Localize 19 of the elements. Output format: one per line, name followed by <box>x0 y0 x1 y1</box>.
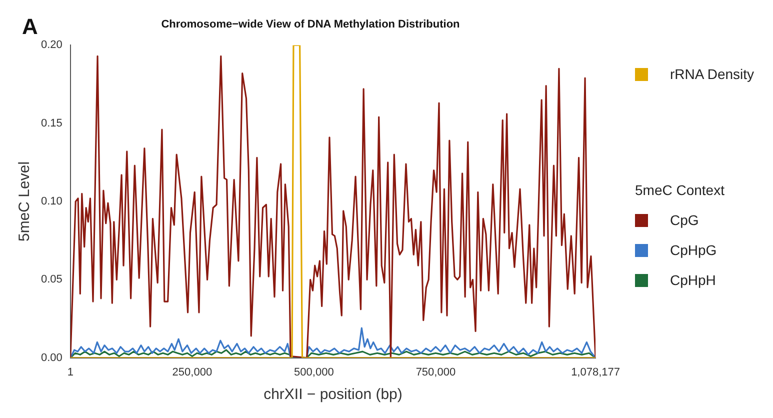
y-tick-label: 0.00 <box>40 352 62 364</box>
x-tick-label: 500,000 <box>294 366 334 378</box>
y-axis-title: 5meC Level <box>16 161 34 242</box>
x-tick-label: 750,000 <box>416 366 456 378</box>
chart-title: Chromosome−wide View of DNA Methylation Distribution <box>161 18 460 31</box>
x-tick-label: 250,000 <box>172 366 212 378</box>
y-tick-label: 0.10 <box>40 196 62 208</box>
legend-label: CpHpG <box>670 242 717 258</box>
x-tick-label: 1,078,177 <box>571 366 620 378</box>
legend-title: 5meC Context <box>635 182 726 198</box>
x-tick-label: 1 <box>67 366 74 378</box>
y-tick-label: 0.20 <box>40 39 62 52</box>
y-tick-label: 0.05 <box>40 274 62 286</box>
legend-label: rRNA Density <box>670 66 754 82</box>
legend-label: CpHpH <box>670 272 716 288</box>
text: A <box>22 14 38 40</box>
legend-label: CpG <box>670 212 699 228</box>
x-axis-title: chrXII − position (bp) <box>264 386 402 404</box>
y-tick-label: 0.15 <box>40 117 62 130</box>
